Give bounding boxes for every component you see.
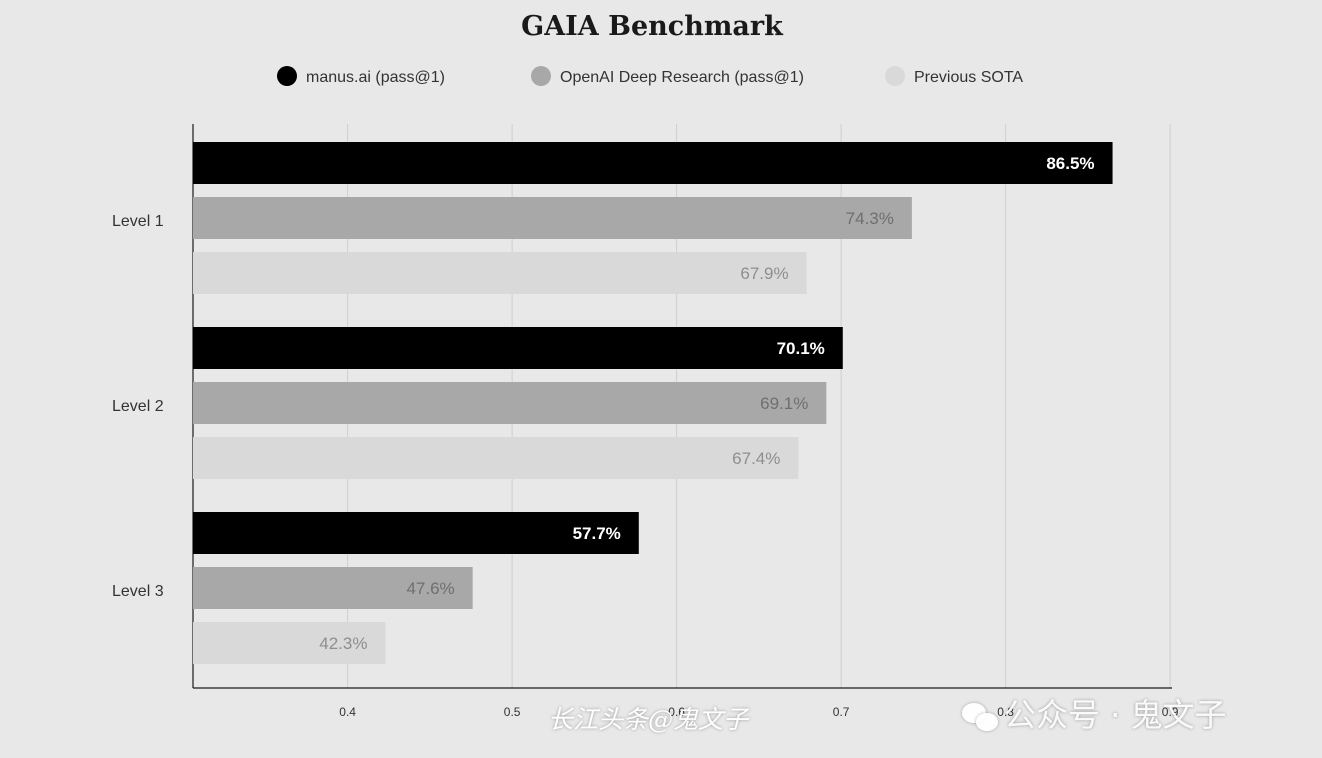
legend-label: Previous SOTA xyxy=(914,69,1023,86)
x-tick-labels: 0.4 0.5 0.6 0.7 0.8 0.9 xyxy=(339,705,1179,719)
data-label: 67.9% xyxy=(740,264,788,283)
chart-bars: 86.5% 74.3% 67.9% 70.1% 69.1% 67.4% 57.7% 47.6%… xyxy=(193,142,1113,664)
x-tick-label: 0.8 xyxy=(997,705,1014,719)
data-label: 67.4% xyxy=(732,449,780,468)
bar-manus xyxy=(193,142,1113,184)
legend-label: manus.ai (pass@1) xyxy=(306,69,445,86)
legend-swatch xyxy=(277,66,297,86)
legend-label: OpenAI Deep Research (pass@1) xyxy=(560,69,804,86)
x-tick-label: 0.4 xyxy=(339,705,356,719)
chart-title: GAIA Benchmark xyxy=(521,11,784,42)
data-label: 86.5% xyxy=(1046,154,1094,173)
bar-manus xyxy=(193,327,843,369)
watermark-right: 公众号 · 鬼文子 xyxy=(962,690,1227,736)
x-tick-label: 0.9 xyxy=(1162,705,1179,719)
data-label: 47.6% xyxy=(406,579,454,598)
category-labels: Level 1 Level 2 Level 3 xyxy=(112,213,164,600)
data-label: 70.1% xyxy=(777,339,825,358)
legend-swatch xyxy=(531,66,551,86)
data-label: 74.3% xyxy=(846,209,894,228)
bar-previous-sota xyxy=(193,437,799,479)
wechat-icon xyxy=(962,701,1000,733)
data-label: 57.7% xyxy=(573,524,621,543)
bar-previous-sota xyxy=(193,622,386,664)
bar-openai xyxy=(193,382,827,424)
data-label: 42.3% xyxy=(319,634,367,653)
x-tick-label: 0.7 xyxy=(833,705,850,719)
bar-openai xyxy=(193,567,473,609)
watermark-left: 长江头条@鬼文子 xyxy=(548,705,749,734)
bar-previous-sota xyxy=(193,252,807,294)
category-label: Level 1 xyxy=(112,213,164,230)
chart-legend: manus.ai (pass@1) OpenAI Deep Research (p… xyxy=(277,66,1023,86)
x-tick-label: 0.6 xyxy=(668,705,685,719)
bar-openai xyxy=(193,197,912,239)
category-label: Level 2 xyxy=(112,398,164,415)
data-label: 69.1% xyxy=(760,394,808,413)
bar-manus xyxy=(193,512,639,554)
category-label: Level 3 xyxy=(112,583,164,600)
legend-swatch xyxy=(885,66,905,86)
watermark-right-text: 公众号 · 鬼文子 xyxy=(1004,696,1227,734)
x-tick-label: 0.5 xyxy=(504,705,521,719)
